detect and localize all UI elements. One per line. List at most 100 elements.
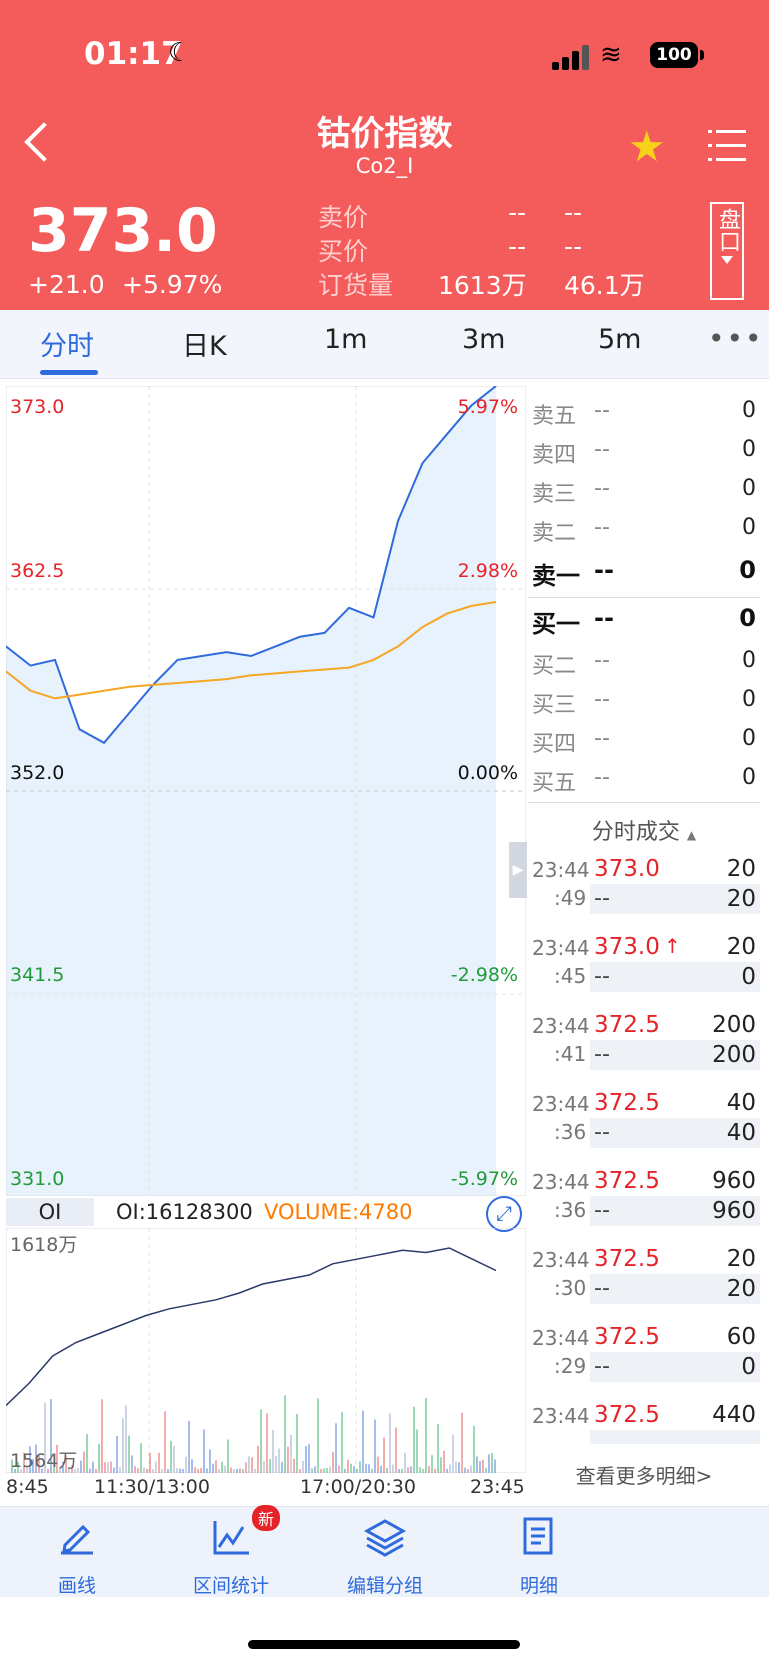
bid-label: 买价 <box>318 237 369 266</box>
document-icon <box>523 1517 553 1555</box>
y-label-price: 373.0 <box>10 396 65 418</box>
trade-price: 372.5 <box>594 1170 660 1194</box>
bottom-toolbar: 画线 区间统计 编辑分组 明细 <box>0 1506 769 1597</box>
level-name: 买五 <box>532 771 577 796</box>
y-label-pct: -5.97% <box>450 1168 518 1190</box>
trade-time: 23:44 <box>532 858 590 882</box>
level-name: 买三 <box>532 693 577 718</box>
tab-1m[interactable]: 1m <box>324 324 368 355</box>
tab-daily-k[interactable]: 日K <box>182 331 227 362</box>
edit-group-label: 编辑分组 <box>346 1575 423 1597</box>
view-more-link[interactable]: 查看更多明细> <box>575 1464 713 1488</box>
volume-oi-chart: 1618万 1564万 <box>5 1227 527 1474</box>
signal-icon <box>552 44 592 70</box>
price-line <box>5 385 497 745</box>
level-qty: 0 <box>739 604 756 632</box>
tab-3m[interactable]: 3m <box>462 324 506 355</box>
ask-value: -- <box>508 198 527 227</box>
trade-open-close: -- <box>594 1120 610 1145</box>
level-price: -- <box>594 515 610 540</box>
trade-price: 372.5 <box>594 1014 660 1038</box>
trade-seconds: :45 <box>554 964 587 988</box>
intraday-chart[interactable]: 373.0 5.97% 362.5 2.98% 352.0 0.00% 341.… <box>5 385 527 1197</box>
y-label-price: 341.5 <box>10 964 65 986</box>
trade-subrow-bg <box>590 1196 760 1226</box>
trade-time: 23:44 <box>532 1014 590 1038</box>
last-price: 373.0 <box>28 196 218 266</box>
trades-title: 分时成交 <box>591 820 680 845</box>
bid-value-2: -- <box>564 232 583 261</box>
favorite-star-icon[interactable]: ★ <box>628 122 666 171</box>
trade-oi-change: 20 <box>726 886 756 912</box>
more-icon[interactable]: ••• <box>708 322 764 355</box>
oi-high-label: 1618万 <box>10 1234 78 1256</box>
bid-row: 买五 -- 0 <box>528 765 760 801</box>
trade-qty: 200 <box>712 1014 756 1038</box>
clock: 01:17 <box>84 36 183 72</box>
trade-row: 23:44:45 373.0 20 -- 0 ↑ <box>528 936 760 1010</box>
bid-value: -- <box>508 232 527 261</box>
trade-subrow-bg <box>590 1430 760 1444</box>
y-label-pct: -2.98% <box>450 964 518 986</box>
y-label-pct: 2.98% <box>457 560 518 582</box>
x-label: 11:30/13:00 <box>94 1476 210 1498</box>
collapse-handle[interactable]: ▶ <box>509 842 527 898</box>
trade-time: 23:44 <box>532 1248 590 1272</box>
ask-row: 卖四 -- 0 <box>528 437 760 473</box>
level-price: -- <box>594 765 610 790</box>
trade-seconds: :29 <box>554 1354 587 1378</box>
level-qty: 0 <box>742 687 756 712</box>
tab-5m[interactable]: 5m <box>598 324 642 355</box>
pencil-icon <box>61 1524 93 1555</box>
level-qty: 0 <box>742 398 756 423</box>
trade-price: 372.5 <box>594 1248 660 1272</box>
ask-value-2: -- <box>564 198 583 227</box>
divider <box>528 597 760 598</box>
menu-icon[interactable] <box>708 130 748 164</box>
level-qty: 0 <box>742 476 756 501</box>
edit-group-button[interactable]: 编辑分组 <box>330 1515 440 1598</box>
trade-subrow-bg <box>590 1040 760 1070</box>
trade-open-close: -- <box>594 1198 610 1223</box>
trade-open-close: -- <box>594 1354 610 1379</box>
x-label: 8:45 <box>6 1476 49 1498</box>
indicator-selector[interactable]: OI <box>6 1198 94 1226</box>
trade-qty: 20 <box>726 858 756 882</box>
order-book-toggle-label: 盘口 <box>715 208 740 252</box>
moon-icon: ☾ <box>168 38 192 68</box>
level-name: 买一 <box>532 610 580 638</box>
wifi-icon: ≋ <box>600 40 622 70</box>
trade-open-close: -- <box>594 886 610 911</box>
range-stats-label: 区间统计 <box>192 1575 269 1597</box>
trade-time: 23:44 <box>532 1092 590 1116</box>
trade-subrow-bg <box>590 1274 760 1304</box>
trades-header[interactable]: 分时成交 ▲ <box>528 814 760 846</box>
order-book-toggle[interactable]: 盘口 <box>710 202 744 300</box>
arrow-up-icon: ↑ <box>664 936 681 958</box>
trade-time: 23:44 <box>532 1404 590 1428</box>
level-qty: 0 <box>742 765 756 790</box>
y-label-price: 362.5 <box>10 560 65 582</box>
symbol-code: Co2_I <box>355 154 414 178</box>
trade-subrow-bg <box>590 884 760 914</box>
level-price: -- <box>594 648 610 673</box>
y-label-price: 331.0 <box>10 1168 65 1190</box>
trade-row: 23:44:29 372.5 60 -- 0 <box>528 1326 760 1400</box>
tab-intraday[interactable]: 分时 <box>40 331 94 362</box>
draw-button[interactable]: 画线 <box>22 1515 132 1598</box>
level-qty: 0 <box>742 648 756 673</box>
trade-time: 23:44 <box>532 1170 590 1194</box>
trade-qty: 60 <box>726 1326 756 1350</box>
trade-qty: 40 <box>726 1092 756 1116</box>
level-price: -- <box>594 556 614 584</box>
level-name: 卖四 <box>532 443 577 468</box>
home-indicator <box>248 1640 520 1649</box>
x-label: 17:00/20:30 <box>300 1476 416 1498</box>
fullscreen-icon[interactable]: ⤢ <box>486 1196 522 1232</box>
range-stats-button[interactable]: 区间统计 <box>176 1515 286 1598</box>
level-name: 卖一 <box>532 562 580 590</box>
detail-label: 明细 <box>519 1575 558 1597</box>
detail-button[interactable]: 明细 <box>484 1515 594 1598</box>
trade-oi-change: 0 <box>741 1354 756 1380</box>
level-price: -- <box>594 398 610 423</box>
